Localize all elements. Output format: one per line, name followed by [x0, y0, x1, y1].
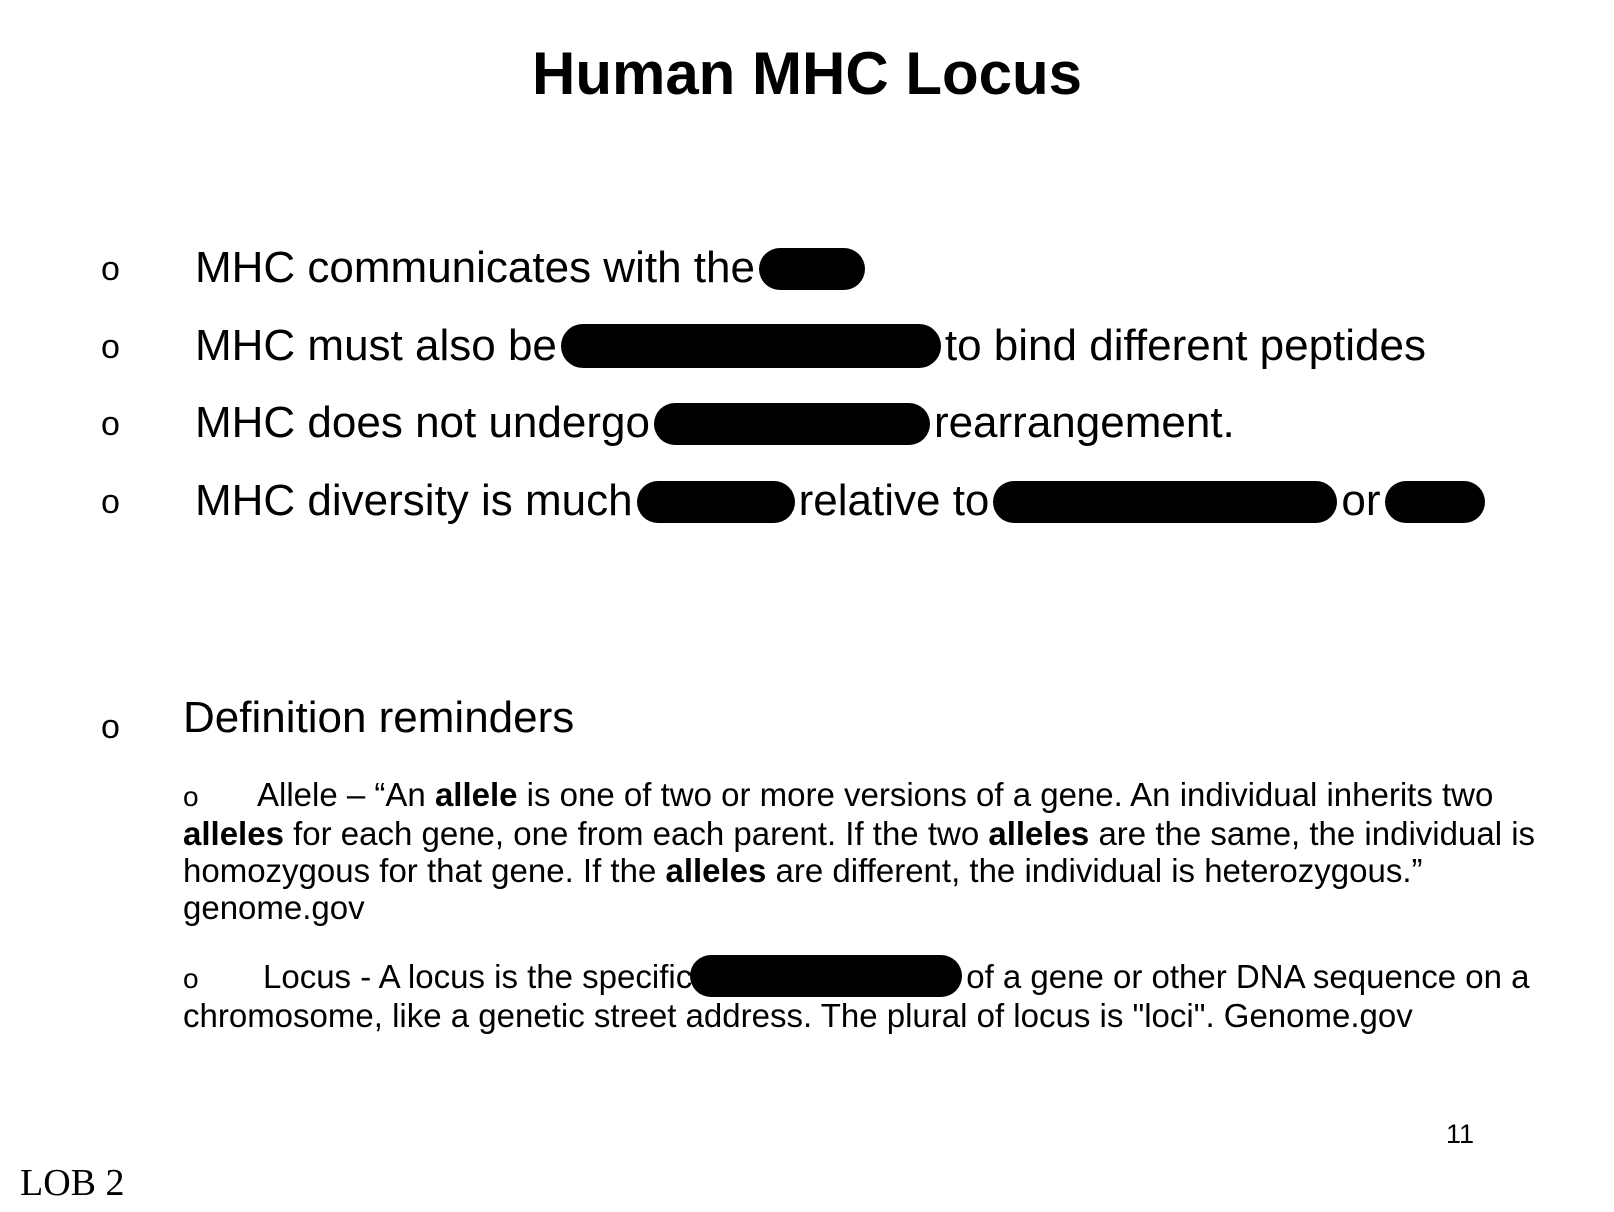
definition-reminders-heading-row: o Definition reminders [0, 693, 1614, 751]
bullet-marker: o [101, 328, 120, 366]
definition-text-part: Locus - A locus is the specific [263, 958, 693, 995]
bullet-text-part: MHC diversity is much [195, 476, 633, 525]
bullet-text-communicates: MHC communicates with the [195, 243, 869, 293]
emphasized-term: alleles [988, 815, 1090, 852]
bullet-text-part: MHC must also be [195, 321, 557, 370]
definition-text-part: for each gene, one from each parent. If … [283, 815, 989, 852]
bullet-text-part: MHC does not undergo [195, 398, 650, 447]
definition-reminders-heading: Definition reminders [183, 693, 575, 742]
definition-text-part: Allele – “An [257, 776, 435, 813]
allele-definition: o Allele – “An allele is one of two or mo… [183, 776, 1563, 926]
bullet-marker: o [101, 250, 120, 288]
redaction-mark [653, 403, 930, 445]
redaction-mark [758, 248, 865, 290]
bullet-row-does-not: o MHC does not undergo rearrangement. [0, 390, 1614, 450]
definition-marker: o [183, 963, 199, 994]
bullet-text-part: rearrangement. [933, 398, 1235, 447]
redaction-mark [1384, 481, 1485, 523]
emphasized-term: alleles [665, 852, 767, 889]
bullet-text-part: relative to [798, 476, 990, 525]
bullet-text-does-not: MHC does not undergo rearrangement. [195, 398, 1235, 448]
bullet-marker: o [101, 708, 120, 746]
bullet-marker: o [101, 405, 120, 443]
slide-title: Human MHC Locus [531, 40, 1083, 107]
redaction-mark [636, 481, 795, 523]
emphasized-term: allele [434, 776, 518, 813]
definition-text-part: are the same, the individual is homozygo… [183, 815, 1536, 889]
bullet-text-part: or [1341, 476, 1381, 525]
bullet-text-part: MHC communicates with the [195, 243, 755, 292]
lob-footer-label: LOB 2 [20, 1162, 125, 1204]
redaction-mark [993, 481, 1338, 523]
locus-definition: o Locus - A locus is the specific of a gen… [183, 955, 1563, 1034]
bullet-text-diversity: MHC diversity is much relative to or [195, 476, 1489, 526]
definition-text-part: are different, the individual is heteroz… [183, 852, 1423, 926]
redaction-mark [690, 955, 963, 997]
definition-marker: o [183, 781, 199, 812]
redaction-mark [560, 324, 941, 368]
bullet-text-must-also: MHC must also be to bind different peptid… [195, 321, 1426, 371]
bullet-text-part: to bind different peptides [944, 321, 1426, 370]
bullet-marker: o [101, 483, 120, 521]
emphasized-term: alleles [183, 815, 284, 852]
page-number: 11 [1446, 1119, 1475, 1149]
bullet-row-must-also: o MHC must also be to bind different pept… [0, 313, 1614, 373]
definition-text-part: is one of two or more versions of a gene… [517, 776, 1494, 813]
definition-text-part: of a gene or other DNA sequence on a chr… [183, 958, 1530, 1034]
bullet-row-communicates: o MHC communicates with the [0, 235, 1614, 295]
bullet-row-diversity: o MHC diversity is much relative to or [0, 468, 1614, 528]
